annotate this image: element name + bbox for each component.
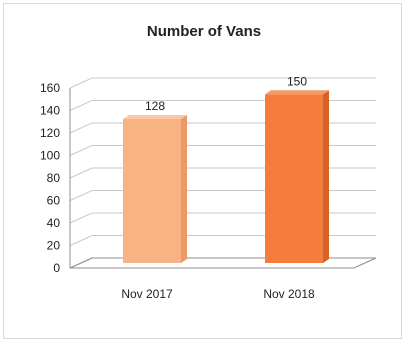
bar-front: [265, 94, 323, 263]
axes: [69, 88, 377, 269]
y-tick-label: 120: [40, 126, 60, 140]
gridline: [69, 235, 376, 246]
gridline: [69, 212, 376, 224]
bar-front: [123, 119, 181, 263]
chart-floor: [69, 257, 377, 269]
bar: [123, 115, 187, 263]
gridline: [69, 122, 376, 134]
gridlines: [69, 77, 376, 269]
y-tick-label: 100: [40, 149, 60, 163]
y-tick-label: 0: [53, 261, 60, 275]
x-tick-label: Nov 2018: [263, 287, 315, 301]
y-tick-label: 140: [40, 104, 60, 118]
bar: [265, 90, 329, 263]
chart-title: Number of Vans: [147, 23, 261, 40]
gridline: [69, 167, 376, 179]
bar-side: [181, 115, 187, 263]
bar-top: [265, 90, 329, 95]
y-tick-label: 20: [47, 239, 61, 253]
gridline: [69, 77, 376, 89]
bar-side: [323, 90, 329, 263]
y-tick-label: 60: [47, 194, 61, 208]
bars: [123, 90, 329, 263]
bar-top: [123, 115, 187, 119]
labels: 128 Nov 2017 150 Nov 2018: [121, 74, 315, 301]
y-tick-labels: 0 20 40 60 80 100 120 140 160: [40, 81, 60, 275]
data-label: 128: [145, 99, 165, 113]
gridline: [69, 257, 376, 269]
gridline: [69, 190, 376, 201]
data-label: 150: [287, 74, 307, 88]
gridline: [69, 145, 376, 156]
x-tick-label: Nov 2017: [121, 287, 173, 301]
y-tick-label: 160: [40, 81, 60, 95]
y-tick-label: 80: [47, 171, 61, 185]
y-tick-label: 40: [47, 216, 61, 230]
gridline: [69, 100, 376, 111]
